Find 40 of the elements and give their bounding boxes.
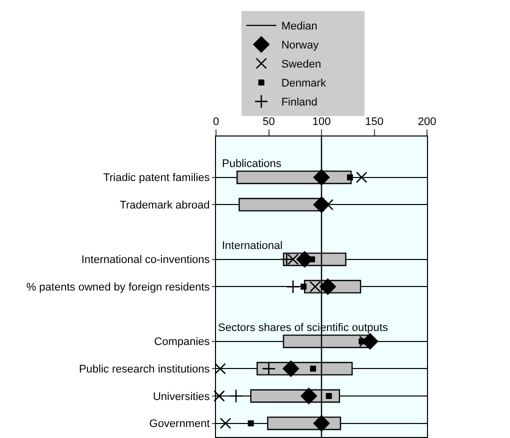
- y-tick-label: % patents owned by foreign residents: [26, 282, 210, 294]
- y-tick-label: Public research institutions: [78, 364, 210, 376]
- y-tick-label: Universities: [152, 390, 210, 403]
- point: [326, 393, 332, 399]
- point: [313, 414, 330, 432]
- legend-label: Norway: [281, 40, 320, 52]
- y-tick-label: Triadic patent families: [103, 172, 210, 184]
- point: [346, 174, 353, 180]
- point: [309, 256, 316, 262]
- y-tick-label: Trademark abroad: [120, 200, 210, 212]
- legend-label: Median: [281, 20, 318, 33]
- legend-label: Finland: [281, 96, 318, 109]
- x-tick-label: 200: [418, 116, 436, 128]
- legend-label: Sweden: [281, 58, 322, 71]
- annotation: International: [222, 240, 283, 252]
- x-tick-label: 50: [262, 116, 275, 128]
- legend-label: Denmark: [281, 78, 326, 90]
- point: [300, 284, 307, 290]
- y-tick-label: Companies: [154, 336, 210, 348]
- y-tick-label: Government: [149, 418, 210, 430]
- point: [229, 389, 243, 403]
- point: [286, 280, 300, 294]
- point: [300, 388, 318, 404]
- y-tick-label: International co-inventions: [81, 254, 210, 266]
- point: [282, 360, 300, 378]
- point: [248, 420, 254, 426]
- x-tick-label: 100: [312, 116, 331, 128]
- x-tick-label: 150: [365, 116, 384, 128]
- point: [220, 418, 232, 429]
- point: [262, 362, 276, 376]
- x-tick-label: 0: [212, 116, 220, 128]
- point: [356, 172, 368, 183]
- point: [310, 281, 321, 292]
- point: [214, 363, 226, 374]
- point: [310, 366, 316, 372]
- annotation: Publications: [222, 158, 282, 170]
- point: [358, 338, 365, 344]
- point: [214, 390, 225, 402]
- point: [319, 278, 336, 296]
- point: [313, 168, 330, 186]
